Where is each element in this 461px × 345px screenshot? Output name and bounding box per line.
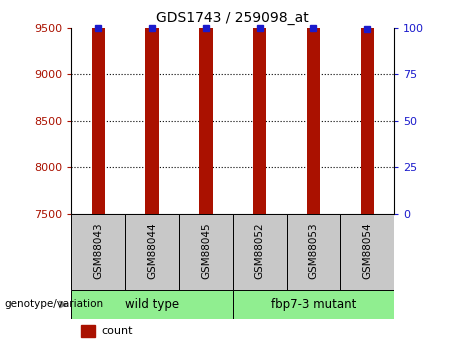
Text: genotype/variation: genotype/variation [5, 299, 104, 309]
Bar [125, 214, 179, 290]
Bar [287, 214, 340, 290]
Bar [199, 0, 213, 214]
Text: fbp7-3 mutant: fbp7-3 mutant [271, 298, 356, 311]
Bar [145, 0, 159, 214]
Bar [361, 0, 374, 214]
Bar [340, 214, 394, 290]
Text: GSM88052: GSM88052 [254, 222, 265, 279]
Text: GSM88054: GSM88054 [362, 222, 372, 279]
Bar [81, 325, 95, 337]
Text: GSM88044: GSM88044 [147, 222, 157, 279]
Bar [92, 0, 105, 214]
Bar [233, 290, 394, 319]
Bar [71, 290, 233, 319]
Bar [253, 0, 266, 214]
Title: GDS1743 / 259098_at: GDS1743 / 259098_at [156, 11, 309, 25]
Text: GSM88053: GSM88053 [308, 222, 319, 279]
Text: GSM88045: GSM88045 [201, 222, 211, 279]
Bar [233, 214, 287, 290]
Bar [307, 0, 320, 214]
Bar [179, 214, 233, 290]
Text: GSM88043: GSM88043 [93, 222, 103, 279]
Text: wild type: wild type [125, 298, 179, 311]
Bar [71, 214, 125, 290]
Text: count: count [102, 326, 133, 336]
